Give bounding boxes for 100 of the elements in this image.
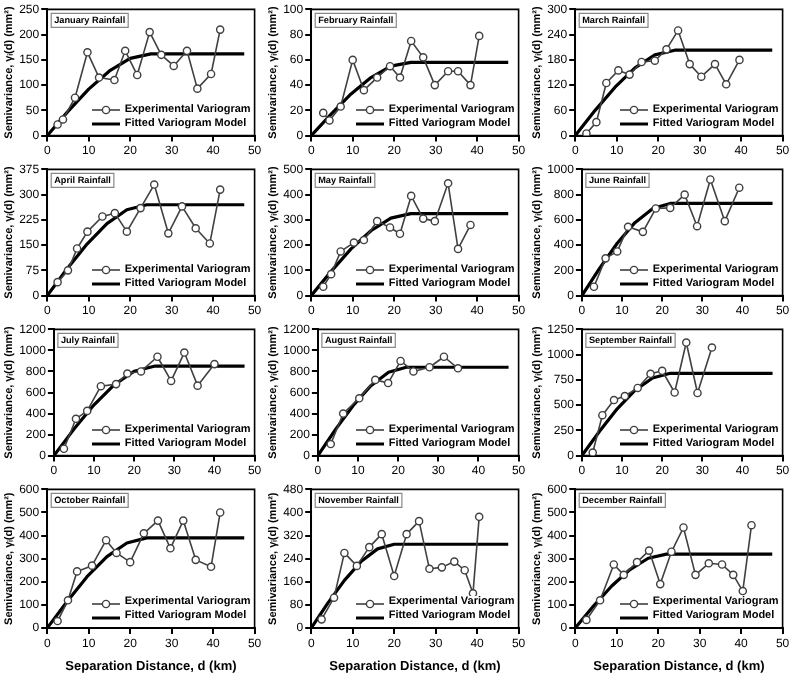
point [215, 25, 225, 34]
point [125, 557, 135, 567]
point [348, 55, 357, 65]
point [318, 282, 328, 292]
point [336, 247, 345, 256]
point [710, 59, 720, 69]
point [418, 214, 428, 223]
point [632, 557, 642, 567]
point [136, 203, 145, 213]
point [112, 548, 121, 558]
point [53, 277, 62, 287]
point [402, 529, 411, 539]
point [139, 528, 149, 538]
point [145, 27, 154, 37]
point [317, 615, 326, 624]
point [697, 72, 706, 82]
point [206, 562, 216, 572]
point [453, 244, 463, 254]
point [582, 615, 591, 625]
point [215, 185, 225, 194]
point [178, 516, 188, 525]
point [338, 409, 348, 418]
point [326, 439, 336, 449]
point [692, 221, 702, 231]
point [389, 571, 399, 581]
point [443, 178, 453, 188]
point [318, 108, 328, 118]
point [437, 563, 447, 572]
point [595, 595, 605, 605]
point [329, 593, 339, 602]
point [430, 80, 440, 90]
point [82, 406, 92, 416]
point [120, 46, 130, 56]
point [110, 208, 120, 218]
point [691, 570, 700, 580]
point [589, 282, 599, 292]
point [364, 542, 374, 552]
point [326, 269, 336, 279]
point [325, 116, 334, 125]
point [94, 73, 104, 82]
point [166, 544, 175, 553]
point [153, 516, 163, 525]
point [662, 45, 671, 54]
point [59, 444, 69, 454]
point [619, 570, 629, 580]
point [721, 79, 731, 89]
point [98, 212, 107, 221]
point [439, 352, 449, 362]
point [592, 117, 601, 127]
point [359, 235, 369, 245]
point [598, 410, 607, 420]
point [182, 46, 192, 56]
point [111, 379, 121, 389]
point [63, 595, 73, 605]
point [638, 227, 648, 237]
point [474, 31, 484, 41]
point [96, 381, 106, 391]
point [193, 84, 202, 93]
point [136, 367, 146, 376]
point [655, 579, 665, 589]
point [101, 535, 111, 545]
point [707, 343, 717, 352]
point [63, 266, 73, 275]
point [651, 204, 661, 213]
point [704, 559, 714, 568]
point [123, 369, 132, 378]
point [191, 555, 201, 565]
point [206, 69, 216, 79]
point [720, 216, 730, 226]
point [657, 366, 667, 376]
point [132, 70, 142, 80]
point [665, 203, 675, 213]
point [58, 115, 68, 124]
point [205, 239, 215, 248]
point [153, 352, 162, 362]
point [83, 48, 92, 57]
point [450, 557, 459, 566]
point [385, 61, 395, 71]
point [466, 80, 475, 90]
point [372, 216, 382, 226]
point [734, 183, 744, 192]
point [460, 565, 469, 575]
point [396, 356, 405, 366]
point [340, 548, 349, 558]
point [418, 53, 428, 62]
point [681, 338, 691, 347]
point [474, 512, 484, 522]
point [588, 448, 598, 456]
point [650, 56, 660, 66]
point [673, 26, 683, 35]
point [349, 238, 359, 247]
point [354, 393, 364, 403]
point [377, 529, 387, 539]
point [425, 362, 434, 372]
point [466, 220, 475, 230]
point [612, 247, 622, 256]
point [72, 244, 82, 253]
point [191, 223, 201, 233]
point [728, 570, 738, 580]
point [646, 369, 655, 379]
